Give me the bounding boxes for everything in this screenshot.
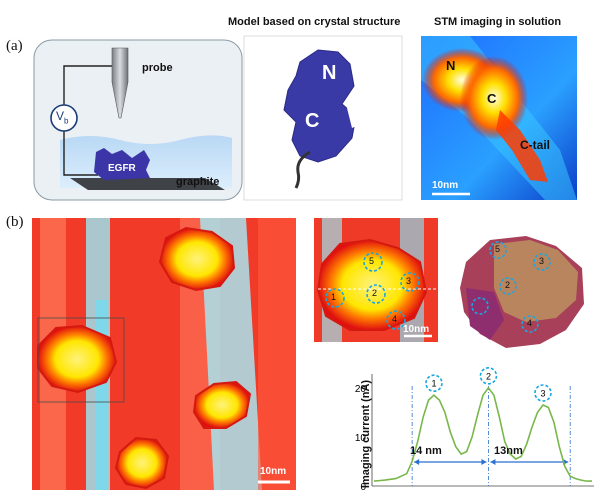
large-band-3	[96, 300, 108, 490]
zoom-marker-3: 3	[406, 276, 412, 286]
molecule-blob-bottom	[114, 436, 170, 490]
model-notch	[346, 104, 366, 128]
arrowhead	[481, 459, 487, 465]
panel-b-label: (b)	[6, 214, 24, 230]
egfr-molecule	[94, 148, 150, 180]
chart-ylabel: Imaging current (nA)	[360, 379, 372, 489]
arrowhead	[490, 459, 496, 465]
peak-marker-2	[479, 367, 498, 385]
model-marker-2: 2	[505, 280, 511, 290]
zoom-scalebar-label: 10nm	[403, 324, 430, 335]
annotation-13nm: 13nm	[494, 445, 523, 457]
panel-a-label: (a)	[6, 38, 23, 54]
stm-scalebar-label: 10nm	[432, 180, 459, 191]
stm-n-label: N	[446, 58, 456, 73]
large-scalebar-label: 10nm	[260, 466, 287, 477]
peak-marker-1	[425, 374, 443, 392]
graphite-label: graphite	[176, 176, 220, 188]
graphite-substrate	[70, 178, 225, 190]
model-header: Model based on crystal structure	[228, 16, 401, 28]
zoom-marker-1: 1	[331, 292, 337, 302]
molecule-blob-left	[37, 324, 118, 394]
model-domain-purple	[466, 288, 504, 340]
probe-icon	[111, 47, 129, 119]
zoom-molecule-blob	[316, 238, 428, 331]
stm-header: STM imaging in solution	[434, 16, 562, 28]
model-marker-3: 3	[539, 256, 545, 266]
bias-source-icon	[50, 104, 78, 132]
zoom-marker-4: 4	[392, 314, 398, 324]
crystal-model-shape	[283, 49, 357, 163]
model-c-label: C	[305, 110, 320, 132]
peak-marker-3	[534, 384, 552, 402]
model-domain-brown	[494, 240, 578, 322]
peak-label-3: 3	[540, 389, 545, 399]
model-tail	[294, 150, 311, 189]
egfr-label: EGFR	[108, 163, 136, 174]
zoom-marker-circles	[325, 252, 420, 330]
molecule-blob-mid	[192, 380, 252, 429]
stm-c-lobe	[460, 56, 528, 140]
model-marker-4: 4	[527, 318, 533, 328]
arrowhead	[414, 459, 420, 465]
annotation-14nm: 14 nm	[410, 445, 442, 457]
probe-label: probe	[142, 62, 173, 74]
stm-c-label: C	[487, 91, 497, 106]
molecule-blob-top	[158, 226, 236, 292]
model-marker-circles	[471, 241, 551, 333]
model-n-label: N	[322, 62, 337, 84]
y-tick-label-2: 20	[355, 384, 367, 395]
model-marker-5: 5	[495, 244, 501, 254]
y-tick-label-0: 0	[360, 482, 366, 493]
large-band-6	[258, 218, 296, 490]
peak-label-2: 2	[486, 371, 491, 381]
bias-label: Vb	[56, 109, 69, 126]
zoom-marker-2: 2	[372, 288, 378, 298]
y-tick-label-1: 10	[355, 433, 367, 444]
zoom-marker-5: 5	[369, 256, 375, 266]
stm-ctail-region	[496, 110, 548, 182]
peak-label-1: 1	[431, 379, 436, 389]
current-profile-chart	[371, 374, 594, 487]
zoom-region-box	[37, 317, 125, 403]
series-line	[373, 386, 592, 482]
stm-ctail-label: C-tail	[520, 138, 550, 152]
